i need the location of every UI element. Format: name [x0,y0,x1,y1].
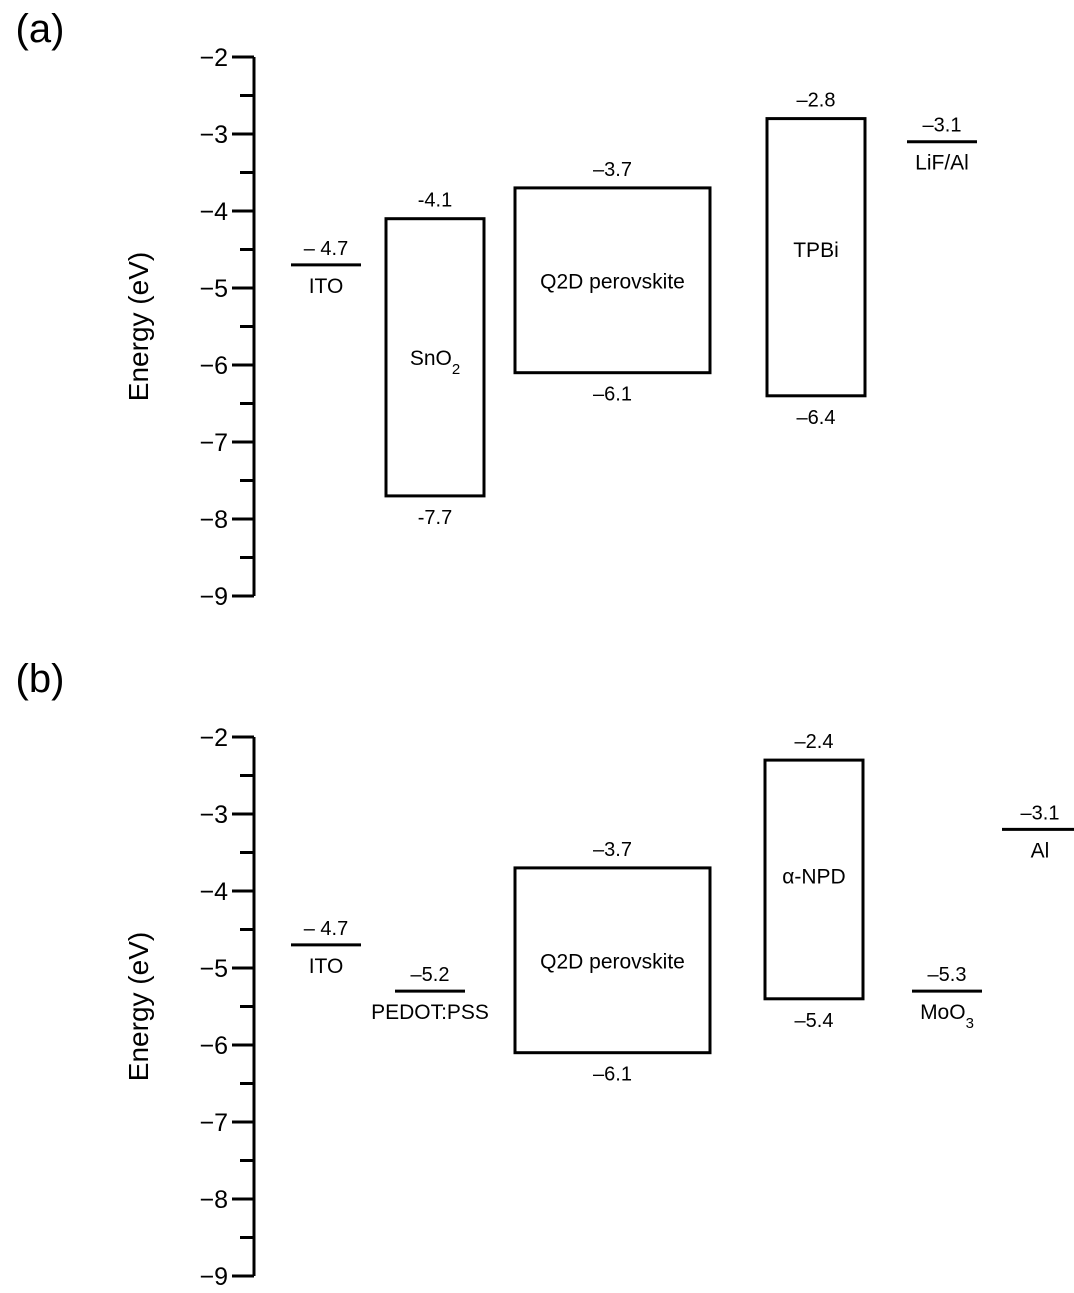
panel-b: (b) Energy (eV) −2 −3 −4 −5 −6 −7 −8 −9 – 4.7 ITO –5… [16,657,1074,1291]
band-q2d-perovskite [513,866,712,1055]
band-bottom-label: –5.4 [795,1010,834,1032]
tick-label: −8 [199,506,228,534]
y-axis-title: Energy (eV) [123,932,154,1081]
tick-label: −5 [199,275,228,303]
level-name: LiF/Al [915,152,969,175]
tick-label: −9 [199,1263,228,1291]
band-q2d-perovskite [513,186,712,375]
level-value-label: –3.1 [1021,802,1060,824]
band-bottom-label: –6.1 [593,384,632,406]
tick-label: −6 [199,352,228,380]
band-top-label: –3.7 [593,839,632,861]
tick-label: −4 [199,198,228,226]
tick-label: −6 [199,1032,228,1060]
panel-label: (a) [16,7,65,51]
band-top-label: –2.4 [795,731,834,753]
tick-label: −8 [199,1186,228,1214]
band-top-label: –3.7 [593,159,632,181]
band-name: α-NPD [782,865,845,888]
tick-label: −7 [199,429,228,457]
panel-a: (a) Energy (eV) −2 −3 −4 −5 −6 −7 −8 −9 – 4.7 ITO -4… [16,7,977,611]
tick-label: −2 [199,724,228,752]
band-name: SnO2 [410,347,460,378]
tick-label: −3 [199,801,228,829]
level-name: ITO [309,275,344,298]
level-value-label: –5.2 [411,964,450,986]
level-name: Al [1031,839,1050,862]
band-name: TPBi [793,239,839,262]
level-value-label: –5.3 [928,964,967,986]
level-value-label: – 4.7 [304,918,348,940]
level-name: MoO3 [920,1001,974,1032]
tick-label: −4 [199,878,228,906]
level-value-label: – 4.7 [304,238,348,260]
band-top-label: -4.1 [418,190,452,212]
band-bottom-label: –6.1 [593,1064,632,1086]
band-α-npd [763,758,865,1001]
band-tpbi [765,117,867,398]
tick-label: −2 [199,44,228,72]
y-axis-title: Energy (eV) [123,252,154,401]
tick-label: −7 [199,1109,228,1137]
band-top-label: –2.8 [797,90,836,112]
tick-label: −9 [199,583,228,611]
band-bottom-label: -7.7 [418,507,452,529]
tick-label: −3 [199,121,228,149]
tick-label: −5 [199,955,228,983]
level-value-label: –3.1 [923,115,962,137]
band-name: Q2D perovskite [540,950,685,973]
panel-label: (b) [16,657,65,701]
level-name: PEDOT:PSS [371,1001,489,1024]
band-name: Q2D perovskite [540,270,685,293]
level-name: ITO [309,955,344,978]
band-bottom-label: –6.4 [797,407,836,429]
band-sno2 [384,217,486,498]
